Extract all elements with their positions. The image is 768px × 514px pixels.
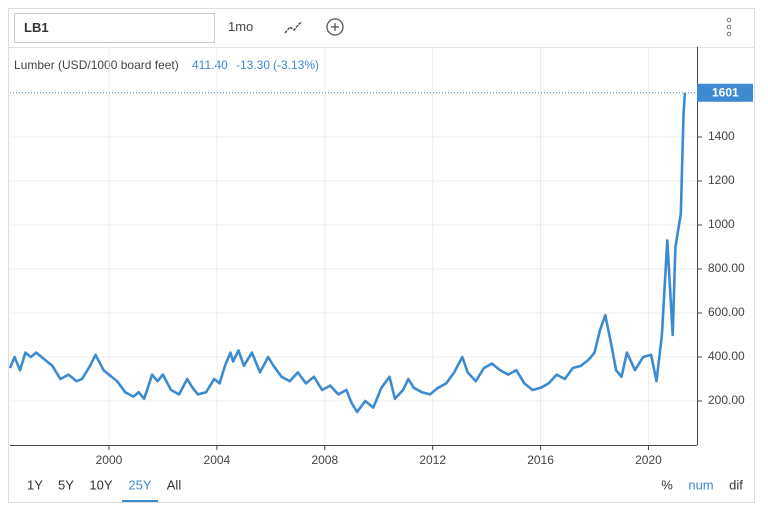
range-button[interactable]: 5Y: [58, 477, 74, 492]
mode-button[interactable]: %: [661, 477, 673, 492]
compare-plus: [331, 23, 339, 31]
price-change: -13.30: [236, 58, 270, 72]
mode-button[interactable]: num: [688, 477, 713, 492]
price-change-pct: (-3.13%): [273, 58, 319, 72]
x-tick-label: 2004: [204, 453, 231, 467]
y-tick-label: 600.00: [708, 305, 745, 319]
grid: 200.00 400.00 600.00 800.00 1000 1200 1400 2000…: [10, 47, 745, 467]
last-value-flag: [697, 83, 753, 102]
y-tick-label: 800.00: [708, 261, 745, 275]
x-tick-label: 2020: [635, 453, 662, 467]
y-tick-label: 400.00: [708, 349, 745, 363]
mode-button[interactable]: dif: [729, 477, 743, 492]
price-line: [8, 92, 687, 414]
period-button[interactable]: 1mo: [228, 19, 253, 34]
menu-dot: [726, 24, 732, 30]
compare-button[interactable]: [326, 18, 344, 36]
y-tick-label: 1200: [708, 173, 735, 187]
series-name: Lumber (USD/1000 board feet): [14, 58, 179, 72]
frame: [8, 8, 755, 503]
menu-button[interactable]: [726, 17, 732, 37]
last-price: 411.40: [192, 58, 228, 72]
controls: 1Y 5Y 10Y 25Y All% num dif: [27, 477, 743, 502]
x-tick-label: 2008: [311, 453, 338, 467]
range-button[interactable]: 1Y: [27, 477, 43, 492]
menu-dot: [726, 31, 732, 37]
y-tick-label: 200.00: [708, 393, 745, 407]
x-tick-label: 2016: [527, 453, 554, 467]
range-button[interactable]: 25Y: [128, 477, 151, 492]
y-tick-label: 1400: [708, 129, 735, 143]
plot: 1601: [8, 83, 753, 414]
last-value-label: 1601: [712, 85, 739, 99]
x-tick-label: 2012: [419, 453, 446, 467]
symbol: LB1: [24, 20, 49, 35]
range-button[interactable]: 10Y: [89, 477, 112, 492]
y-tick-label: 1000: [708, 217, 735, 231]
symbol-input[interactable]: [14, 13, 215, 43]
compare-circle: [326, 18, 344, 36]
range-button[interactable]: All: [167, 477, 182, 492]
menu-dot: [726, 17, 732, 23]
chart-type-icon[interactable]: [284, 21, 303, 34]
x-tick-label: 2000: [96, 453, 123, 467]
